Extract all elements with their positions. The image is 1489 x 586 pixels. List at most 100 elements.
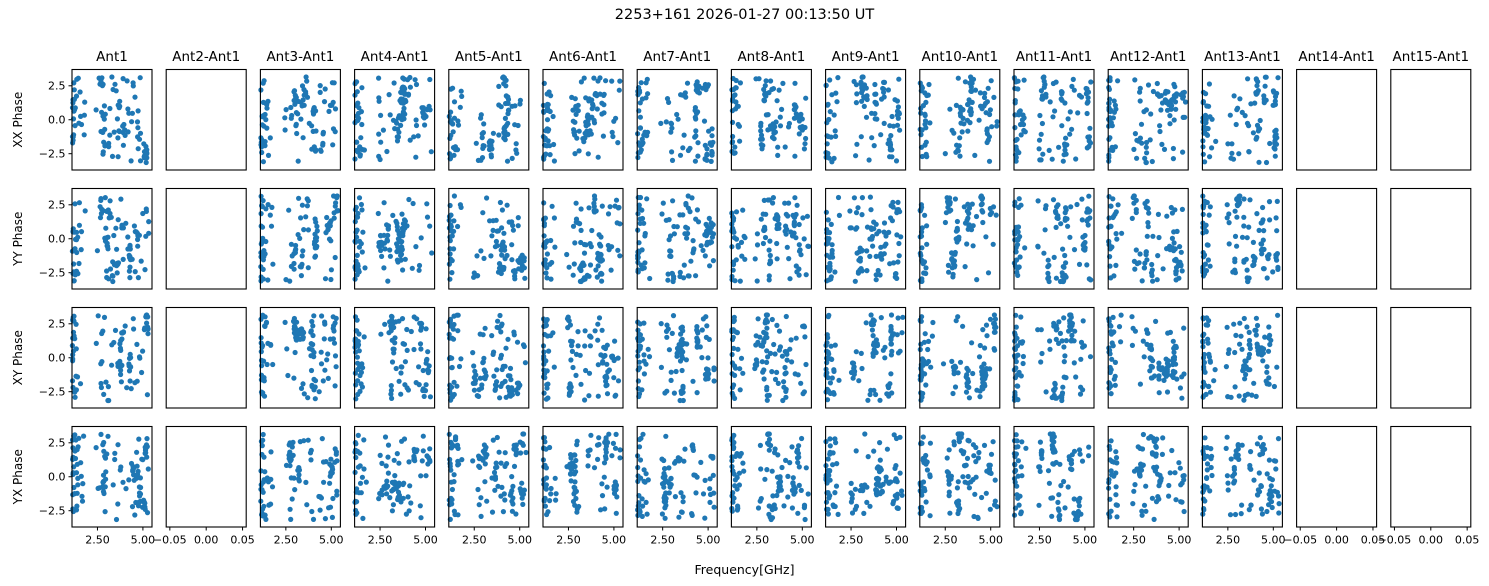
data-point <box>1132 328 1138 334</box>
data-point <box>1178 92 1184 98</box>
data-point <box>1250 239 1256 245</box>
data-point <box>1042 227 1048 233</box>
data-point <box>1254 83 1260 89</box>
y-tick-label: −2.5 <box>39 267 66 280</box>
data-point <box>1173 268 1179 275</box>
data-point <box>1038 88 1044 94</box>
data-point <box>754 231 761 237</box>
data-point <box>1158 107 1164 113</box>
data-point <box>263 206 269 212</box>
data-point <box>390 212 396 218</box>
data-point <box>1275 75 1281 81</box>
data-point <box>983 234 989 240</box>
data-point <box>1266 375 1272 381</box>
data-point <box>789 233 796 239</box>
data-point <box>471 387 477 393</box>
data-point <box>1056 319 1062 325</box>
data-point <box>595 154 601 160</box>
data-point <box>860 488 866 494</box>
data-point <box>868 312 874 318</box>
data-point <box>1134 155 1140 161</box>
data-point <box>945 204 951 210</box>
data-point <box>98 380 104 387</box>
data-point <box>116 128 122 134</box>
data-point <box>130 463 136 470</box>
data-point <box>1111 109 1117 115</box>
data-point <box>850 360 857 366</box>
x-tick-label: 5.00 <box>131 534 156 547</box>
data-point <box>283 277 289 283</box>
data-point <box>644 76 650 82</box>
data-point <box>702 253 708 259</box>
data-point <box>268 476 274 482</box>
data-point <box>1136 260 1142 266</box>
data-point <box>572 240 578 246</box>
data-point <box>979 196 985 202</box>
data-point <box>966 384 972 390</box>
data-point <box>615 378 622 384</box>
data-point <box>1142 155 1148 161</box>
data-point <box>690 250 696 256</box>
data-point <box>573 457 579 464</box>
data-point <box>480 448 486 454</box>
data-point <box>480 360 486 366</box>
data-point <box>520 501 526 507</box>
data-point <box>320 142 326 148</box>
data-point <box>513 448 519 454</box>
data-point <box>680 92 686 98</box>
data-point <box>708 158 714 164</box>
data-point <box>1266 199 1273 205</box>
data-point <box>299 261 305 267</box>
data-point <box>731 382 737 388</box>
data-point <box>130 316 136 322</box>
data-point <box>310 323 316 329</box>
data-point <box>448 228 454 234</box>
data-point <box>293 242 299 249</box>
data-point <box>919 153 925 160</box>
data-point <box>282 319 288 325</box>
data-point <box>329 470 335 476</box>
data-point <box>860 74 866 80</box>
data-point <box>1200 151 1206 157</box>
data-point <box>389 359 396 365</box>
data-point <box>263 117 269 123</box>
data-point <box>868 207 874 213</box>
data-point <box>1062 353 1068 359</box>
panel-frame <box>825 425 907 528</box>
data-point <box>827 436 833 442</box>
data-point <box>709 150 715 156</box>
data-point <box>891 260 897 266</box>
data-point <box>565 325 571 331</box>
data-point <box>637 507 643 514</box>
data-point <box>731 471 737 477</box>
data-point <box>612 203 618 209</box>
data-point <box>112 450 118 456</box>
data-point <box>499 252 505 258</box>
data-point <box>758 132 765 138</box>
data-point <box>990 204 997 210</box>
data-point <box>662 473 668 479</box>
data-point <box>735 121 741 128</box>
data-point <box>78 113 84 119</box>
data-point <box>1164 389 1171 395</box>
data-point <box>1067 234 1073 240</box>
data-point <box>261 393 268 399</box>
data-point <box>101 116 107 122</box>
data-point <box>960 323 966 329</box>
data-point <box>884 446 891 452</box>
data-point <box>1133 197 1139 203</box>
data-point <box>357 153 363 159</box>
data-point <box>70 470 76 476</box>
data-point <box>330 314 336 320</box>
data-point <box>949 358 955 364</box>
data-point <box>677 397 683 404</box>
data-point <box>355 366 361 372</box>
data-point <box>782 144 788 150</box>
data-point <box>305 437 311 443</box>
data-point <box>482 325 488 331</box>
data-point <box>827 254 833 260</box>
data-point <box>384 478 390 484</box>
data-point <box>1159 141 1165 147</box>
data-point <box>879 96 885 102</box>
data-point <box>398 122 404 128</box>
